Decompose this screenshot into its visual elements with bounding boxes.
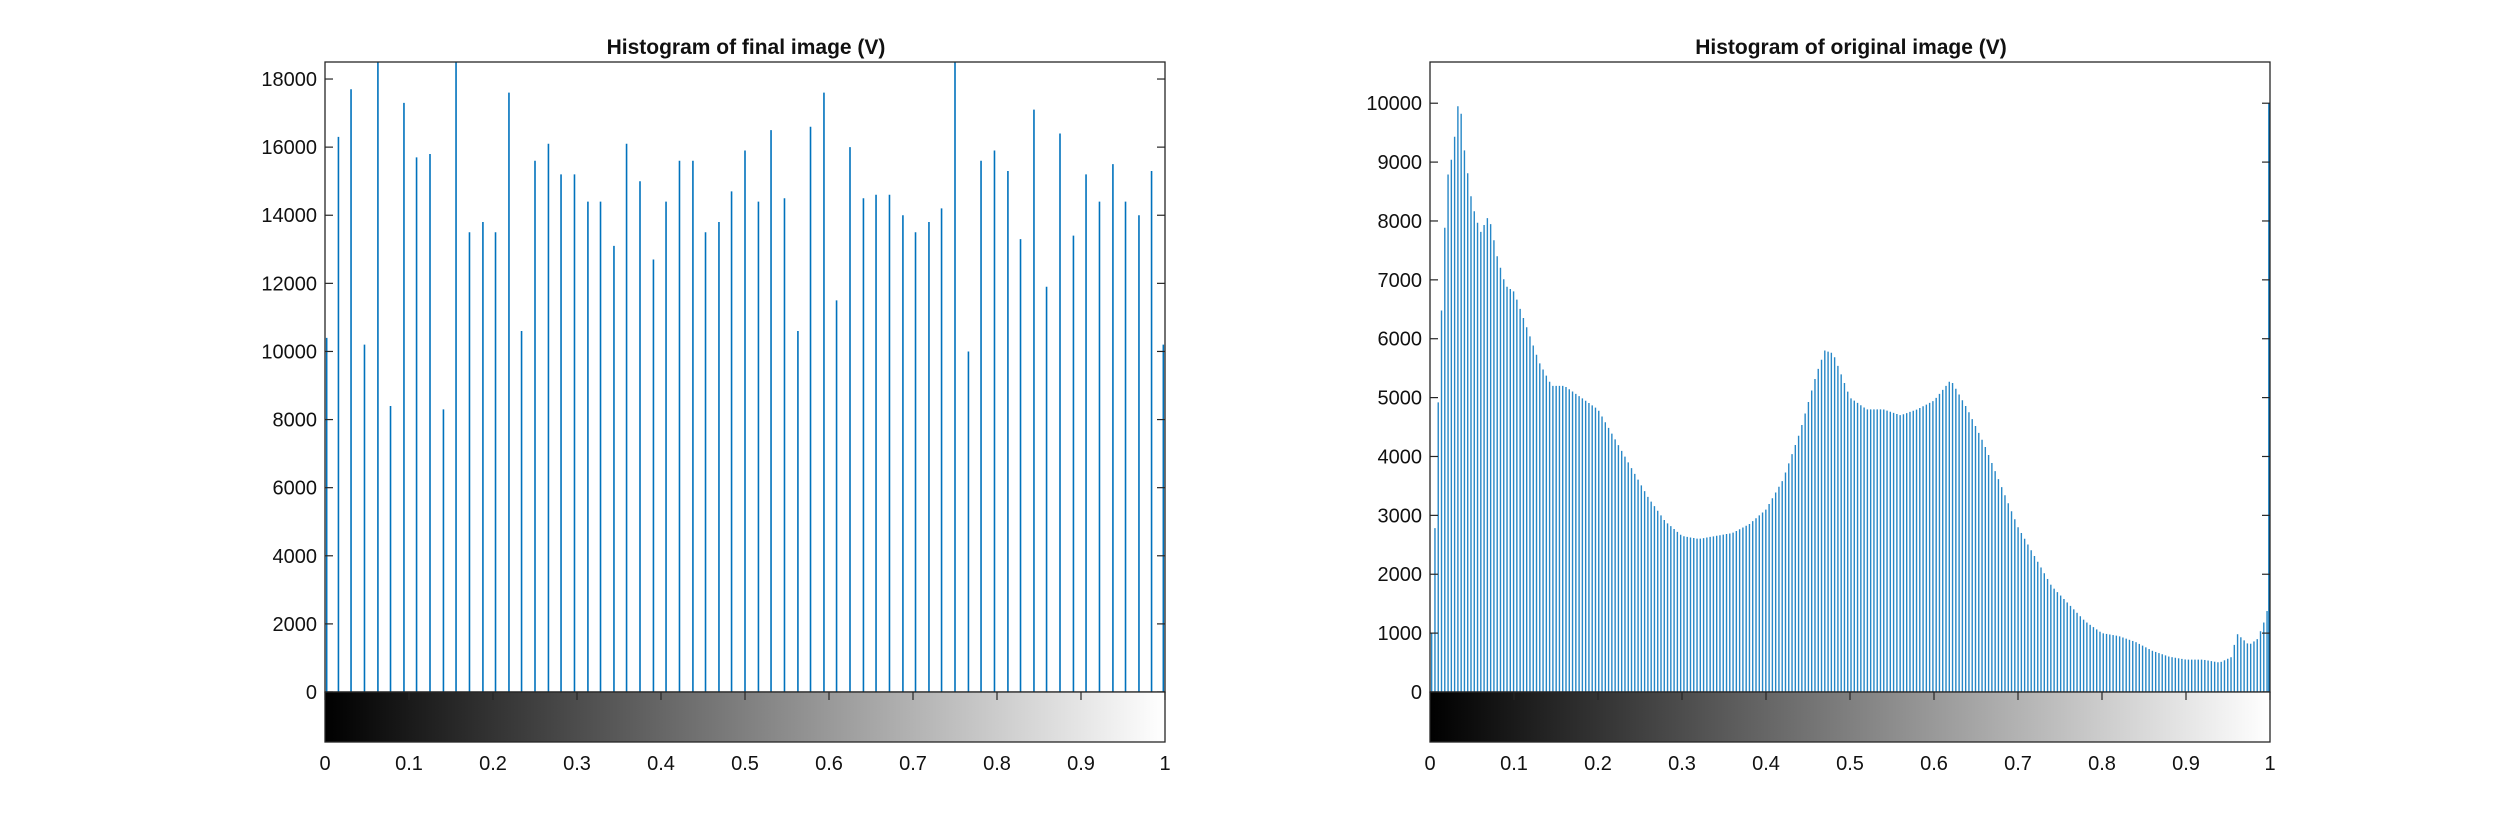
x-tick-label: 0.9 — [1067, 753, 1095, 775]
x-tick-label: 0.4 — [647, 753, 675, 775]
y-tick-label: 5000 — [1378, 388, 1423, 410]
y-tick-label: 0 — [1411, 682, 1422, 704]
final-histogram-chart: Histogram of final image (V) 0 2000 4000 60… — [261, 36, 1170, 775]
y-axis: 0 1000 2000 3000 4000 5000 6000 7000 8000 9000 100… — [1366, 93, 2270, 704]
y-tick-label: 2000 — [273, 614, 318, 636]
y-tick-label: 9000 — [1378, 152, 1423, 174]
x-tick-label: 0.2 — [479, 753, 507, 775]
y-tick-label: 14000 — [261, 205, 317, 227]
x-tick-label: 0.7 — [899, 753, 927, 775]
y-tick-label: 6000 — [1378, 329, 1423, 351]
x-tick-label: 0.5 — [1836, 753, 1864, 775]
y-tick-label: 6000 — [273, 478, 318, 500]
y-axis: 0 2000 4000 6000 8000 10000 12000 14000 16000 180… — [261, 69, 1165, 704]
x-tick-label: 0.2 — [1584, 753, 1612, 775]
y-tick-label: 18000 — [261, 69, 317, 91]
x-tick-label: 0.9 — [2172, 753, 2200, 775]
x-axis: 0 0.1 0.2 0.3 0.4 0.5 0.6 0.7 0.8 0.9 1 — [319, 692, 1171, 775]
x-tick-label: 0.3 — [1668, 753, 1696, 775]
y-tick-label: 7000 — [1378, 270, 1423, 292]
chart-title: Histogram of final image (V) — [607, 36, 886, 59]
x-tick-label: 0.8 — [983, 753, 1011, 775]
grayscale-colorbar — [1429, 691, 2271, 743]
x-tick-label: 0.1 — [395, 753, 423, 775]
x-tick-label: 0.5 — [731, 753, 759, 775]
y-tick-label: 0 — [306, 682, 317, 704]
x-tick-label: 0.4 — [1752, 753, 1780, 775]
y-tick-label: 10000 — [261, 341, 317, 363]
x-tick-label: 0 — [1424, 753, 1435, 775]
x-axis: 0 0.1 0.2 0.3 0.4 0.5 0.6 0.7 0.8 0.9 1 — [1424, 692, 2276, 775]
y-tick-label: 10000 — [1366, 93, 1422, 115]
y-tick-label: 4000 — [1378, 446, 1423, 468]
x-tick-label: 1 — [2264, 753, 2275, 775]
y-tick-label: 16000 — [261, 137, 317, 159]
y-tick-label: 3000 — [1378, 505, 1423, 527]
x-tick-label: 0.6 — [1920, 753, 1948, 775]
x-tick-label: 0.3 — [563, 753, 591, 775]
x-tick-label: 1 — [1159, 753, 1170, 775]
chart-title: Histogram of original image (V) — [1695, 36, 2007, 59]
x-tick-label: 0.6 — [815, 753, 843, 775]
x-tick-label: 0.7 — [2004, 753, 2032, 775]
y-tick-label: 4000 — [273, 546, 318, 568]
bar-series — [325, 62, 1165, 692]
x-tick-label: 0 — [319, 753, 330, 775]
y-tick-label: 8000 — [273, 410, 318, 432]
y-tick-label: 12000 — [261, 273, 317, 295]
bar-series — [1430, 103, 2270, 692]
original-histogram-chart: Histogram of original image (V) 0 1000 200… — [1366, 36, 2275, 775]
grayscale-colorbar — [324, 691, 1166, 743]
y-tick-label: 1000 — [1378, 623, 1423, 645]
x-tick-label: 0.1 — [1500, 753, 1528, 775]
x-tick-label: 0.8 — [2088, 753, 2116, 775]
y-tick-label: 8000 — [1378, 211, 1423, 233]
y-tick-label: 2000 — [1378, 564, 1423, 586]
